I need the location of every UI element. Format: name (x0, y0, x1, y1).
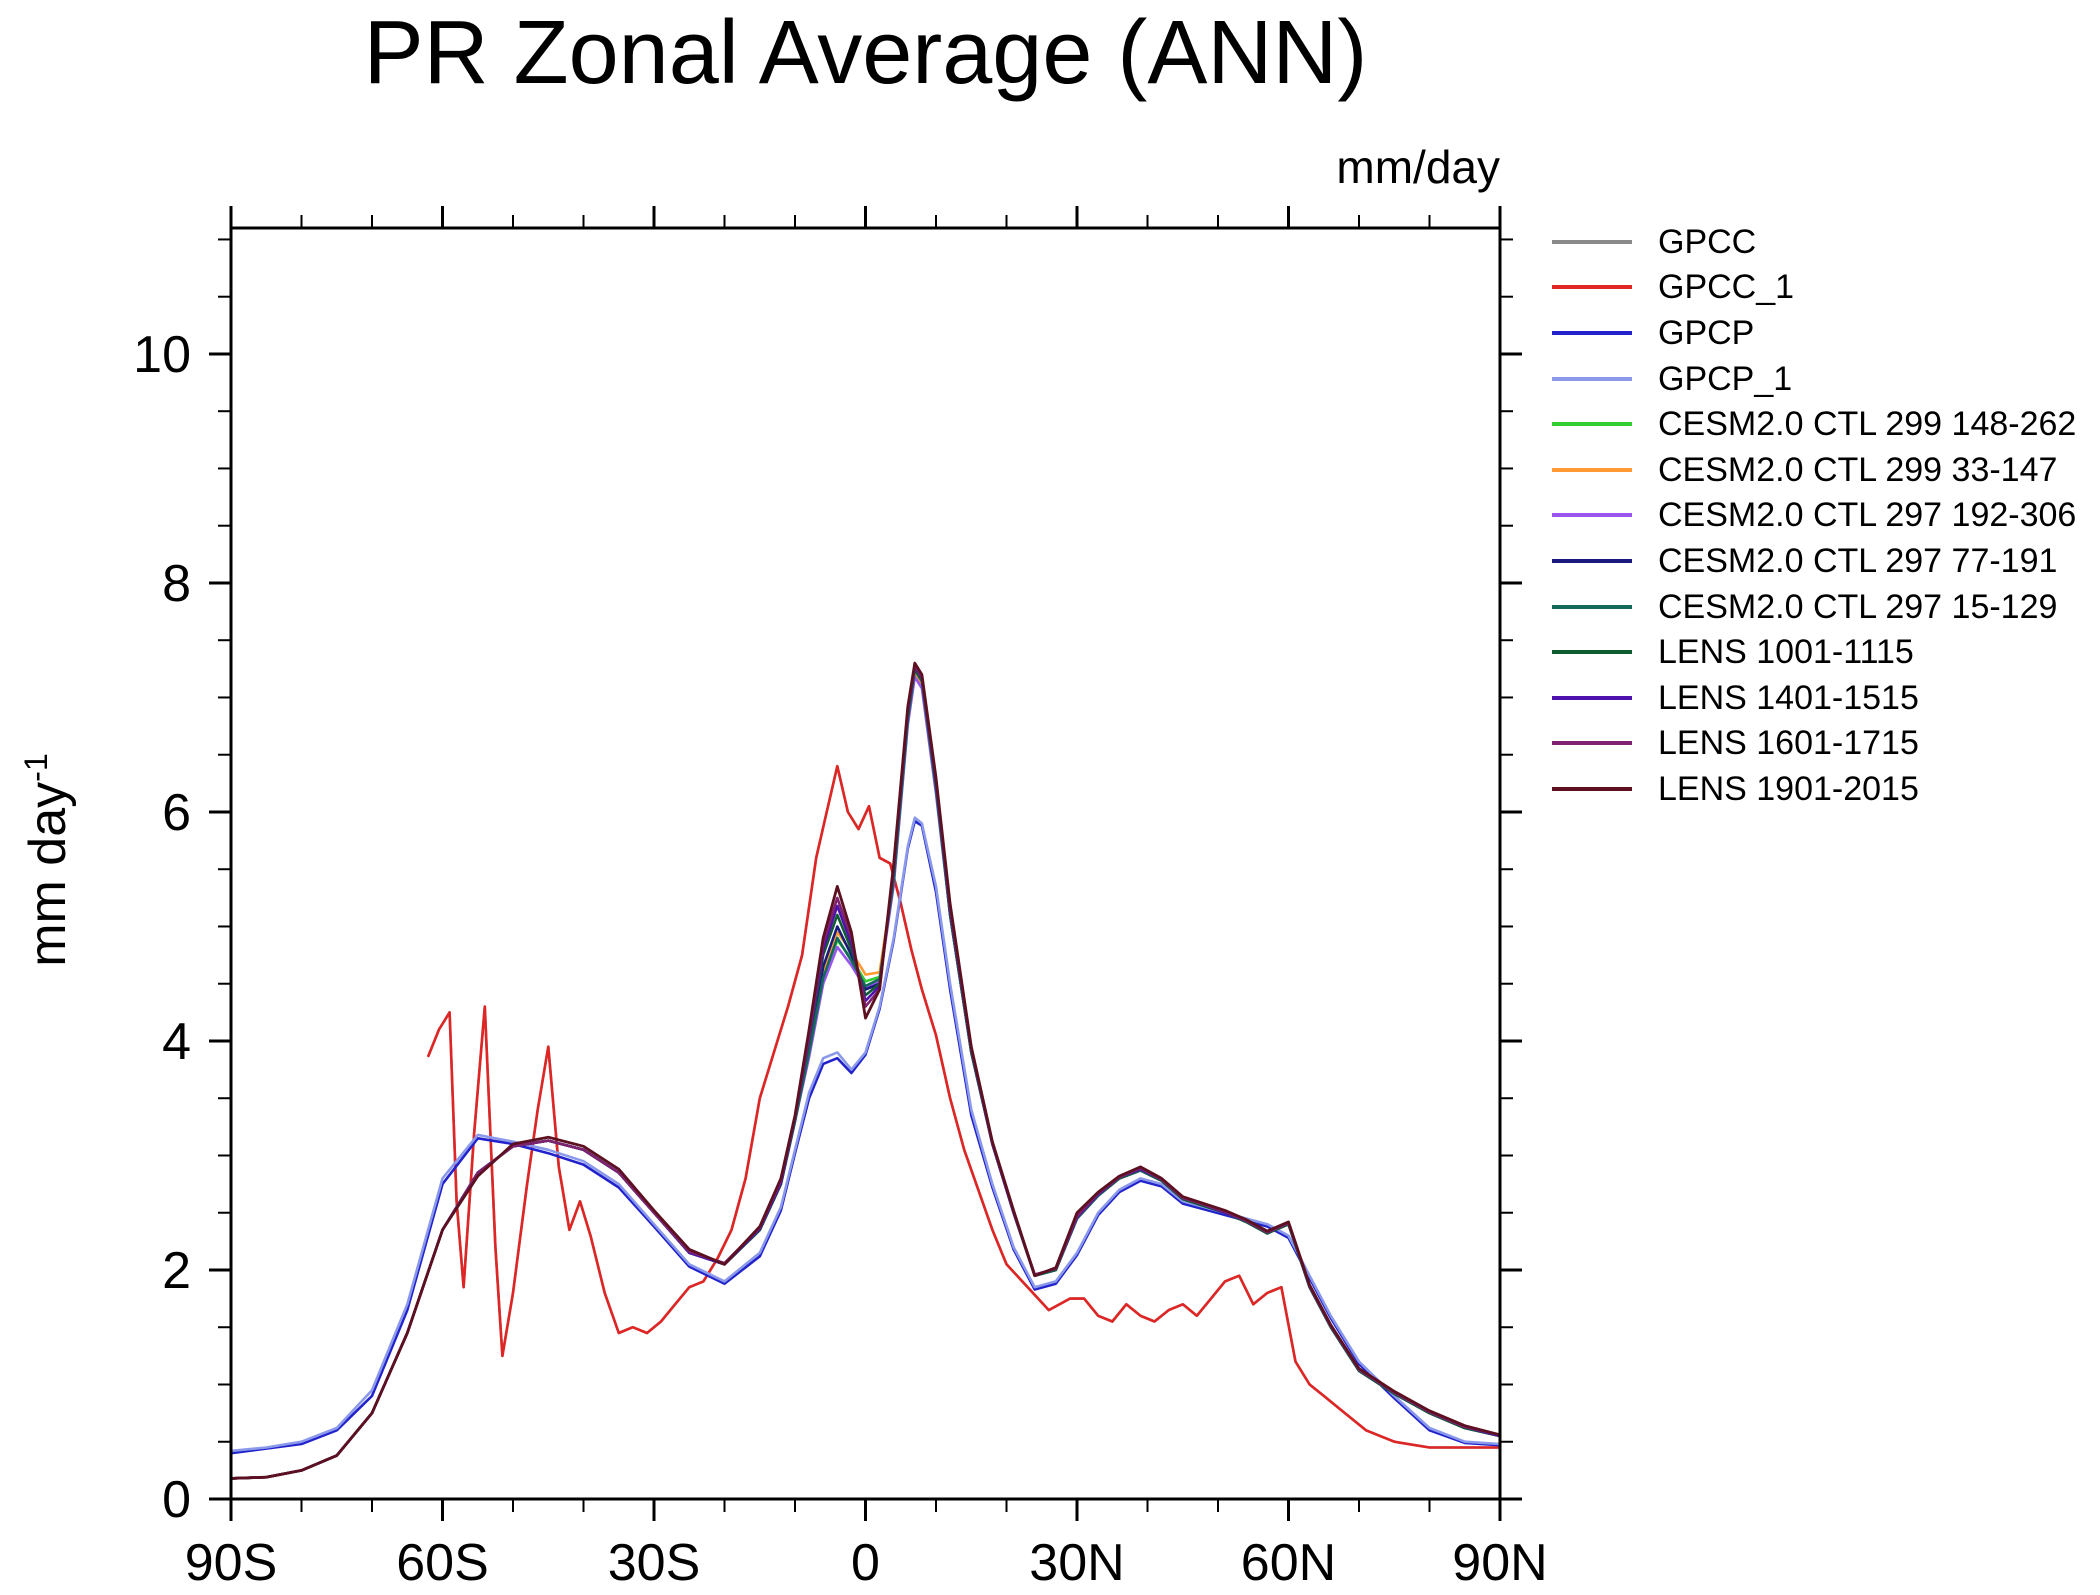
y-tick-label: 4 (162, 1013, 191, 1071)
legend-swatch-gpcc-1 (1552, 285, 1632, 290)
legend-item-lens-1001-1115: LENS 1001-1115 (1552, 629, 2076, 675)
y-tick-label: 0 (162, 1471, 191, 1529)
legend-swatch-lens-1001-1115 (1552, 650, 1632, 655)
series-line-cesm20-ctl-299-33-147 (229, 673, 1502, 1480)
series-line-cesm20-ctl-297-192-306 (229, 675, 1502, 1480)
series-line-lens-1001-1115 (229, 667, 1502, 1480)
legend-item-lens-1601-1715: LENS 1601-1715 (1552, 721, 2076, 767)
series-line-gpcc (427, 764, 1502, 1449)
units-label: mm/day (1336, 141, 1500, 193)
legend-label: GPCC_1 (1658, 268, 1795, 307)
legend-swatch-cesm20-ctl-297-15-129 (1552, 604, 1632, 609)
legend-swatch-gpcp-1 (1552, 376, 1632, 381)
legend-label: GPCP (1658, 313, 1755, 352)
legend-label: GPCC (1658, 222, 1757, 261)
legend-item-cesm20-ctl-297-15-129: CESM2.0 CTL 297 15-129 (1552, 584, 2076, 630)
chart-title: PR Zonal Average (ANN) (363, 3, 1368, 103)
legend-label: LENS 1601-1715 (1658, 724, 1919, 763)
legend-swatch-cesm20-ctl-297-77-191 (1552, 558, 1632, 563)
x-tick-label: 90S (185, 1534, 278, 1592)
legend-item-gpcp-1: GPCP_1 (1552, 356, 2076, 402)
series-line-cesm20-ctl-297-15-129 (229, 668, 1502, 1480)
y-tick-label: 8 (162, 555, 191, 613)
x-tick-label: 60N (1241, 1534, 1336, 1592)
legend-label: LENS 1901-2015 (1658, 769, 1919, 808)
legend-swatch-gpcp (1552, 330, 1632, 335)
legend-item-cesm20-ctl-299-148-262: CESM2.0 CTL 299 148-262 (1552, 401, 2076, 447)
y-tick-label: 2 (162, 1242, 191, 1300)
y-tick-label: 6 (162, 784, 191, 842)
legend-label: LENS 1401-1515 (1658, 678, 1919, 717)
x-tick-label: 30S (608, 1534, 701, 1592)
legend-swatch-lens-1601-1715 (1552, 741, 1632, 746)
x-tick-label: 90N (1452, 1534, 1547, 1592)
legend-swatch-cesm20-ctl-297-192-306 (1552, 513, 1632, 518)
legend-swatch-lens-1901-2015 (1552, 786, 1632, 791)
x-tick-label: 60S (396, 1534, 489, 1592)
x-tick-label: 0 (851, 1534, 880, 1592)
legend-swatch-cesm20-ctl-299-33-147 (1552, 467, 1632, 472)
legend-item-cesm20-ctl-297-192-306: CESM2.0 CTL 297 192-306 (1552, 493, 2076, 539)
series-line-gpcc-1 (427, 764, 1502, 1449)
series-line-gpcp (229, 819, 1502, 1455)
plot-frame (229, 226, 1502, 1501)
legend-item-cesm20-ctl-299-33-147: CESM2.0 CTL 299 33-147 (1552, 447, 2076, 493)
legend-swatch-gpcc (1552, 239, 1632, 244)
legend-swatch-lens-1401-1515 (1552, 695, 1632, 700)
legend-swatch-cesm20-ctl-299-148-262 (1552, 422, 1632, 427)
legend-label: CESM2.0 CTL 297 15-129 (1658, 587, 2058, 626)
legend-item-gpcc: GPCC (1552, 219, 2076, 265)
series-line-cesm20-ctl-299-148-262 (229, 670, 1502, 1480)
legend-item-gpcc-1: GPCC_1 (1552, 265, 2076, 311)
legend-item-lens-1901-2015: LENS 1901-2015 (1552, 766, 2076, 812)
legend-label: CESM2.0 CTL 297 77-191 (1658, 541, 2058, 580)
x-tick-label: 30N (1029, 1534, 1124, 1592)
series-line-lens-1401-1515 (229, 665, 1502, 1480)
legend-item-lens-1401-1515: LENS 1401-1515 (1552, 675, 2076, 721)
legend-label: CESM2.0 CTL 299 148-262 (1658, 405, 2077, 444)
legend-label: CESM2.0 CTL 299 33-147 (1658, 450, 2058, 489)
legend-item-cesm20-ctl-297-77-191: CESM2.0 CTL 297 77-191 (1552, 538, 2076, 584)
legend-label: GPCP_1 (1658, 359, 1793, 398)
y-tick-label: 10 (133, 326, 191, 384)
legend: GPCC GPCC_1 GPCP GPCP_1 CESM2.0 CTL 299 148-… (1552, 219, 2076, 812)
series-line-lens-1601-1715 (229, 664, 1502, 1480)
series-line-cesm20-ctl-297-77-191 (229, 664, 1502, 1480)
series-line-lens-1901-2015 (229, 661, 1502, 1480)
legend-label: LENS 1001-1115 (1658, 633, 1914, 672)
legend-item-gpcp: GPCP (1552, 310, 2076, 356)
legend-label: CESM2.0 CTL 297 192-306 (1658, 496, 2077, 535)
series-line-gpcp-1 (229, 816, 1502, 1453)
